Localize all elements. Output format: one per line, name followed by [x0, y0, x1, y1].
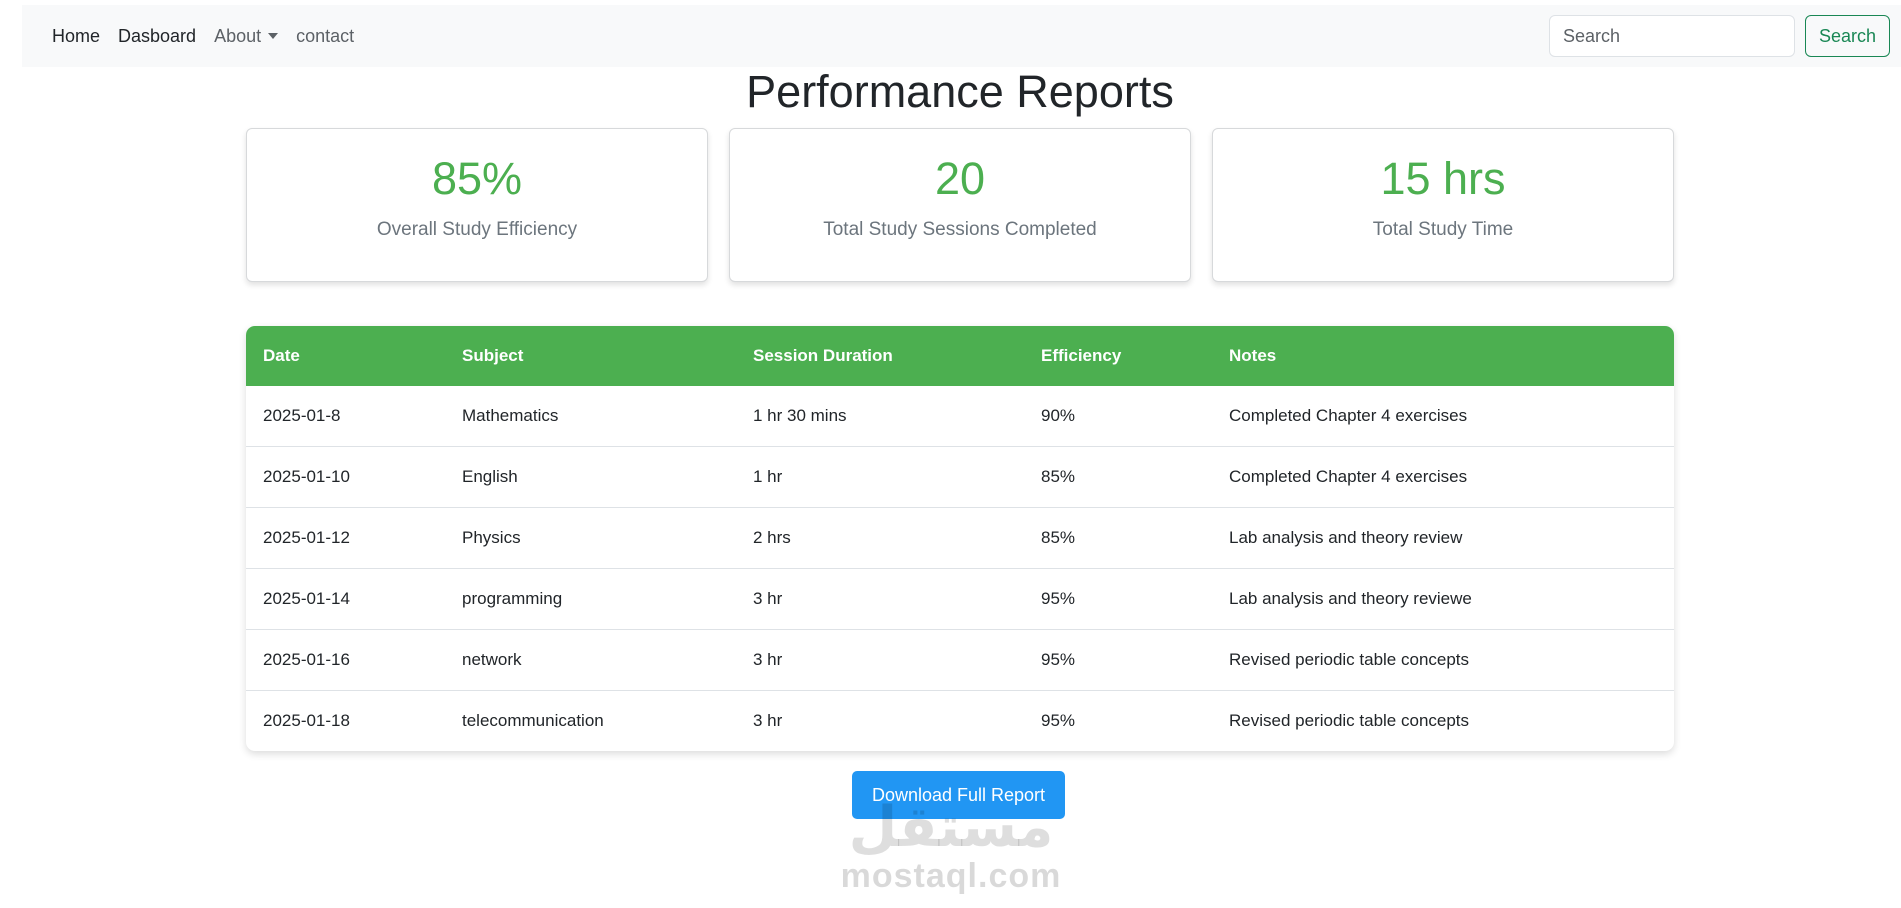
cell-efficiency: 95% — [1024, 690, 1212, 751]
stat-value: 85% — [431, 153, 523, 204]
cell-duration: 3 hr — [736, 568, 1024, 630]
stat-label: Total Study Time — [1372, 219, 1514, 240]
cell-subject: programming — [445, 568, 736, 630]
cell-notes: Lab analysis and theory review — [1212, 507, 1674, 569]
cell-efficiency: 90% — [1041, 406, 1076, 425]
cell-efficiency: 85% — [1024, 446, 1212, 508]
cell-date: 2025-01-18 — [246, 690, 445, 751]
cell-duration: 1 hr 30 mins — [753, 406, 847, 425]
column-header-date: Date — [246, 326, 445, 386]
report-table-container: Date Subject Session Duration Efficiency… — [246, 326, 1674, 751]
cell-notes: Completed Chapter 4 exercises — [1212, 446, 1674, 508]
page-title: Performance Reports — [746, 66, 1174, 117]
cell-subject: telecommunication — [445, 690, 736, 751]
table-row: 2025-01-12 Physics 2 hrs 85% Lab analysi… — [246, 507, 1674, 569]
nav-link-contact[interactable]: contact — [296, 25, 355, 46]
navbar: Home Dasboard About contact Search — [22, 5, 1901, 67]
cell-date: 2025-01-8 — [263, 406, 341, 425]
caret-down-icon — [268, 32, 279, 39]
cell-date: 2025-01-12 — [246, 507, 445, 569]
cell-notes: Lab analysis and theory reviewe — [1212, 568, 1674, 630]
cell-duration: 1 hr — [736, 446, 1024, 508]
cell-date: 2025-01-16 — [246, 629, 445, 691]
report-table: Date Subject Session Duration Efficiency… — [246, 326, 1674, 751]
table-row: 2025-01-14 programming 3 hr 95% Lab anal… — [246, 568, 1674, 630]
nav-links: Home Dasboard About contact — [43, 26, 363, 47]
table-row: 2025-01-18 telecommunication 3 hr 95% Re… — [246, 690, 1674, 751]
table-header-row: Date Subject Session Duration Efficiency… — [246, 326, 1674, 386]
stat-card-study-time: 15 hrs Total Study Time — [1212, 128, 1674, 282]
nav-link-about-label: About — [214, 25, 262, 46]
cell-efficiency: 95% — [1024, 568, 1212, 630]
cell-subject: Physics — [445, 507, 736, 569]
cell-efficiency: 85% — [1024, 507, 1212, 569]
cell-subject: network — [445, 629, 736, 691]
nav-link-home[interactable]: Home — [52, 25, 101, 46]
cell-date: 2025-01-10 — [246, 446, 445, 508]
stat-value: 20 — [934, 153, 986, 204]
table-row: 2025-01-8 Mathematics 1 hr 30 mins 90% C… — [246, 386, 1674, 447]
column-header-notes: Notes — [1212, 326, 1674, 386]
stat-value: 15 hrs — [1380, 153, 1506, 204]
cell-date: 2025-01-14 — [246, 568, 445, 630]
table-body: 2025-01-8 Mathematics 1 hr 30 mins 90% C… — [246, 386, 1674, 751]
stat-card-sessions: 20 Total Study Sessions Completed — [729, 128, 1191, 282]
column-header-session-duration: Session Duration — [736, 326, 1024, 386]
cell-efficiency: 95% — [1024, 629, 1212, 691]
stats-row: 85% Overall Study Efficiency 20 Total St… — [246, 128, 1674, 282]
stat-card-efficiency: 85% Overall Study Efficiency — [246, 128, 708, 282]
table-row: 2025-01-10 English 1 hr 85% Completed Ch… — [246, 446, 1674, 508]
nav-link-dashboard[interactable]: Dasboard — [118, 25, 197, 46]
cell-duration: 3 hr — [736, 690, 1024, 751]
cell-duration: 2 hrs — [736, 507, 1024, 569]
column-header-efficiency: Efficiency — [1024, 326, 1212, 386]
download-report-button[interactable]: Download Full Report — [852, 771, 1065, 819]
cell-duration: 3 hr — [736, 629, 1024, 691]
cell-notes: Revised periodic table concepts — [1212, 629, 1674, 691]
watermark-latin-text: mostaql.com — [840, 857, 1062, 895]
search-form: Search — [1548, 15, 1890, 57]
column-header-subject: Subject — [445, 326, 736, 386]
table-header: Date Subject Session Duration Efficiency… — [246, 326, 1674, 386]
cell-notes: Revised periodic table concepts — [1212, 690, 1674, 751]
stat-label: Overall Study Efficiency — [376, 219, 578, 240]
table-row: 2025-01-16 network 3 hr 95% Revised peri… — [246, 629, 1674, 691]
stat-label: Total Study Sessions Completed — [823, 219, 1097, 240]
nav-link-about-dropdown[interactable]: About — [205, 26, 287, 47]
search-input[interactable] — [1548, 15, 1795, 57]
cell-notes: Completed Chapter 4 exercises — [1229, 406, 1468, 425]
cell-subject: Mathematics — [462, 406, 559, 425]
search-button[interactable]: Search — [1804, 15, 1890, 57]
cell-subject: English — [445, 446, 736, 508]
